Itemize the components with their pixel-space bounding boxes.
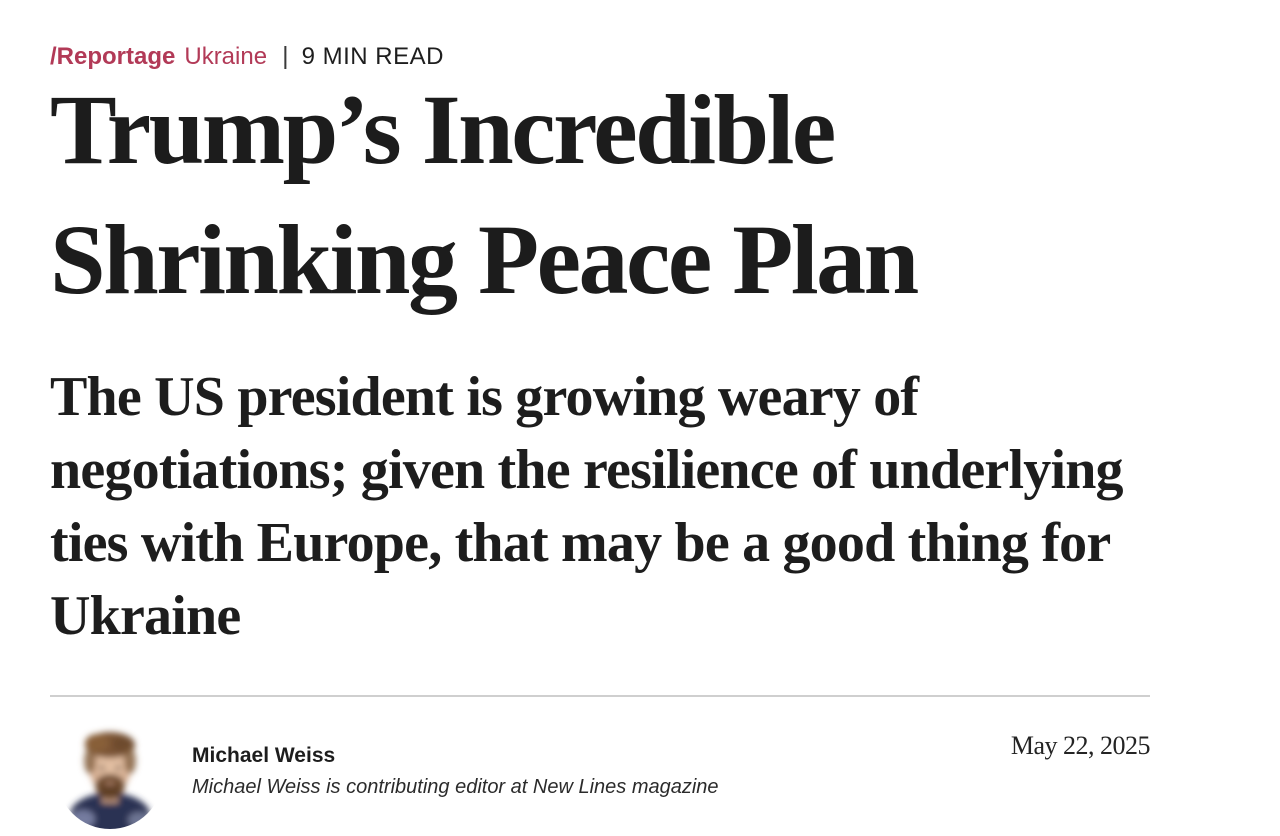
article-header: /Reportage Ukraine | 9 MIN READ Trump’s … — [50, 0, 1151, 829]
publish-date: May 22, 2025 — [1010, 731, 1151, 760]
author-avatar[interactable] — [57, 723, 163, 829]
breadcrumb: /Reportage Ukraine | 9 MIN READ — [50, 0, 1150, 71]
read-time-label: 9 MIN READ — [301, 43, 444, 70]
divider — [50, 695, 1150, 697]
category-link[interactable]: /Reportage — [50, 43, 176, 70]
article-headline: Trump’s Incredible Shrinking Peace Plan — [50, 74, 919, 315]
separator-bar: | — [282, 42, 289, 70]
author-bio: Michael Weiss is contributing editor at … — [192, 776, 719, 798]
author-info: Michael Weiss Michael Weiss is contribut… — [192, 743, 719, 800]
byline-row: Michael Weiss Michael Weiss is contribut… — [50, 723, 1151, 829]
article-dek: The US president is growing weary of neg… — [50, 366, 1124, 647]
author-name[interactable]: Michael Weiss — [192, 744, 336, 767]
topic-link[interactable]: Ukraine — [184, 43, 268, 70]
author-portrait-icon — [57, 723, 163, 829]
